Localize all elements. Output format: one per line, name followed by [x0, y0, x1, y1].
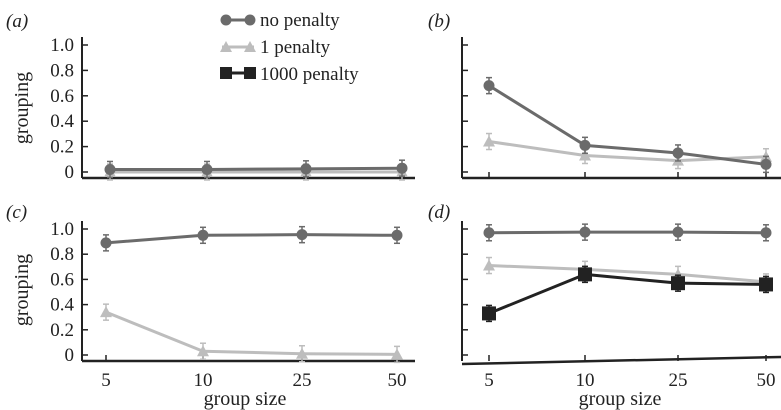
- series-line-no-penalty-c: [105, 233, 398, 245]
- x-tick-label-c: 5: [101, 370, 111, 391]
- legend-marker-1000-penalty: [220, 67, 232, 79]
- y-tick-label-a: 0.2: [50, 137, 74, 158]
- data-point-1000-penalty-d: [578, 267, 592, 282]
- data-point-no-penalty-b: [579, 139, 591, 151]
- y-tick-label-c: 0.8: [50, 244, 74, 265]
- legend-marker-no-penalty: [220, 14, 232, 26]
- x-tick-label-d: 50: [757, 370, 776, 391]
- series-line-no-penalty-d: [488, 230, 767, 235]
- data-point-no-penalty-b: [760, 158, 772, 170]
- x-axis-d: [461, 355, 781, 366]
- y-axis-title-c: grouping: [11, 254, 33, 326]
- data-point-no-penalty-c: [100, 237, 112, 249]
- legend-marker-1-penalty: [220, 41, 232, 52]
- y-tick-label-c: 0.2: [50, 320, 74, 341]
- data-point-no-penalty-d: [579, 226, 591, 238]
- series-line-1000-penalty-d: [488, 272, 767, 315]
- legend-label-1-penalty: 1 penalty: [260, 37, 331, 58]
- series-line-no-penalty-b: [488, 84, 767, 166]
- legend-marker-1-penalty: [244, 41, 256, 52]
- legend-label-no-penalty: no penalty: [260, 10, 340, 31]
- data-point-1-penalty-c: [391, 348, 403, 360]
- data-point-1-penalty-d: [483, 259, 495, 271]
- data-point-1-penalty-c: [296, 347, 308, 359]
- panel-label-d: (d): [428, 202, 450, 223]
- y-tick-label-c: 0.6: [50, 269, 74, 290]
- data-point-1000-penalty-d: [671, 276, 685, 291]
- data-point-no-penalty-a: [104, 163, 116, 175]
- data-point-no-penalty-d: [483, 227, 495, 239]
- y-tick-label-a: 1.0: [50, 35, 74, 56]
- x-tick-label-c: 10: [194, 370, 213, 391]
- x-axis-title-c: group size: [204, 388, 287, 410]
- panel-label-b: (b): [428, 11, 450, 32]
- data-point-1-penalty-c: [100, 306, 112, 318]
- data-point-no-penalty-b: [483, 80, 495, 92]
- y-tick-label-c: 0: [65, 345, 75, 366]
- legend: no penalty 1 penalty 1000 penalty: [220, 10, 359, 85]
- data-point-no-penalty-a: [396, 162, 408, 174]
- series-line-1-penalty-d: [488, 264, 767, 284]
- data-point-1-penalty-b: [483, 135, 495, 147]
- data-point-no-penalty-c: [197, 229, 209, 241]
- data-point-1-penalty-c: [197, 345, 209, 357]
- data-point-no-penalty-c: [296, 229, 308, 241]
- series-line-1-penalty-c: [105, 310, 398, 356]
- x-tick-label-d: 10: [576, 370, 595, 391]
- y-tick-label-a: 0.8: [50, 60, 74, 81]
- data-point-no-penalty-a: [201, 163, 213, 175]
- data-point-1000-penalty-d: [759, 277, 773, 292]
- y-tick-label-c: 0.4: [50, 295, 74, 316]
- panel-label-a: (a): [6, 11, 28, 32]
- y-axis-title-a: grouping: [11, 72, 33, 144]
- data-point-1000-penalty-d: [482, 306, 496, 321]
- y-tick-label-a: 0: [65, 162, 75, 183]
- data-point-no-penalty-d: [760, 227, 772, 239]
- panel-label-c: (c): [6, 202, 27, 223]
- data-point-no-penalty-d: [672, 226, 684, 238]
- x-tick-label-c: 50: [388, 370, 407, 391]
- data-point-no-penalty-a: [300, 163, 312, 175]
- series-line-no-penalty-a: [110, 166, 403, 171]
- legend-label-1000-penalty: 1000 penalty: [260, 64, 359, 85]
- data-point-no-penalty-c: [391, 229, 403, 241]
- x-tick-label-c: 25: [293, 370, 312, 391]
- x-tick-label-d: 25: [669, 370, 688, 391]
- legend-marker-no-penalty: [244, 14, 256, 26]
- y-tick-label-a: 0.4: [50, 111, 74, 132]
- y-tick-label-a: 0.6: [50, 86, 74, 107]
- x-axis-title-d: group size: [579, 388, 662, 410]
- x-tick-label-d: 5: [484, 370, 494, 391]
- legend-marker-1000-penalty: [244, 67, 256, 79]
- data-point-no-penalty-b: [672, 147, 684, 159]
- y-tick-label-c: 1.0: [50, 219, 74, 240]
- data-point-1-penalty-b: [579, 149, 591, 161]
